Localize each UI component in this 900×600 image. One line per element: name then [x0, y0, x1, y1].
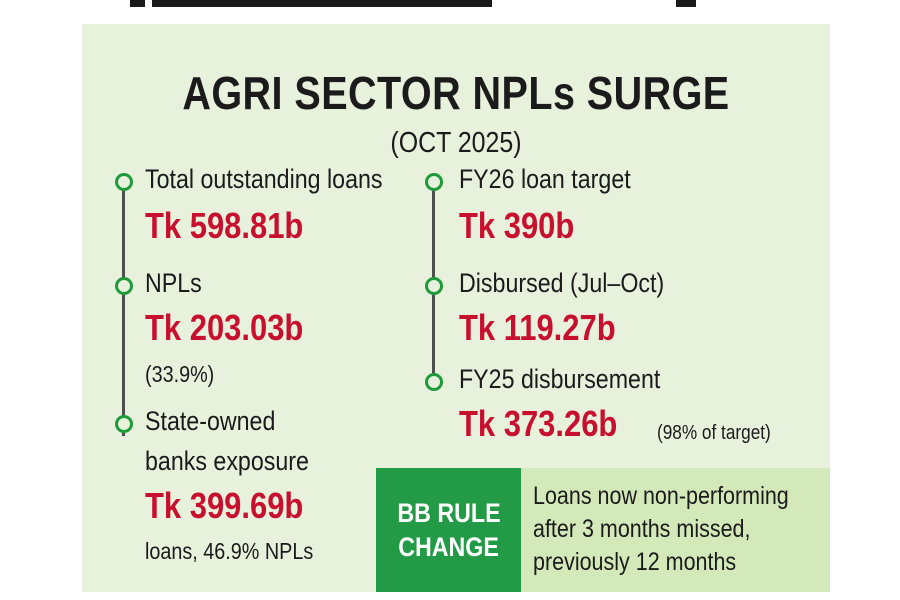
left-timeline-line [122, 186, 125, 436]
timeline-node-icon [115, 415, 133, 433]
page-title: AGRI SECTOR NPLs SURGE [182, 67, 730, 119]
state-owned-label-line2: banks exposure [145, 446, 309, 476]
rule-text-line2: after 3 months missed, [533, 515, 751, 543]
total-outstanding-label: Total outstanding loans [145, 164, 383, 194]
disbursed-label: Disbursed (Jul–Oct) [459, 268, 665, 298]
rule-badge-line2: CHANGE [398, 532, 499, 562]
rule-change-badge: BB RULE CHANGE [376, 468, 521, 592]
total-outstanding-value: Tk 598.81b [145, 205, 304, 246]
rule-text-line3: previously 12 months [533, 548, 737, 576]
top-decoration [0, 0, 900, 10]
npls-percent-note: (33.9%) [145, 361, 215, 387]
npls-value: Tk 203.03b [145, 307, 304, 348]
page-subtitle: (OCT 2025) [390, 127, 522, 159]
timeline-node-icon [115, 173, 133, 191]
timeline-node-icon [115, 277, 133, 295]
rule-text-line1: Loans now non-performing [533, 482, 789, 510]
timeline-node-icon [425, 277, 443, 295]
state-owned-label-line1: State-owned [145, 406, 276, 436]
rule-change-text: Loans now non-performing after 3 months … [533, 480, 789, 579]
fy26-target-label: FY26 loan target [459, 164, 631, 194]
rule-badge-line1: BB RULE [396, 498, 501, 528]
state-owned-value: Tk 399.69b [145, 485, 304, 526]
state-owned-note: loans, 46.9% NPLs [145, 538, 314, 564]
disbursed-value: Tk 119.27b [459, 307, 616, 348]
timeline-node-icon [425, 173, 443, 191]
fy25-disbursement-value: Tk 373.26b [459, 403, 618, 444]
fy26-target-value: Tk 390b [459, 205, 575, 246]
npls-label: NPLs [145, 268, 202, 298]
fy25-disbursement-label: FY25 disbursement [459, 364, 661, 394]
fy25-target-note: (98% of target) [657, 422, 771, 444]
timeline-node-icon [425, 373, 443, 391]
